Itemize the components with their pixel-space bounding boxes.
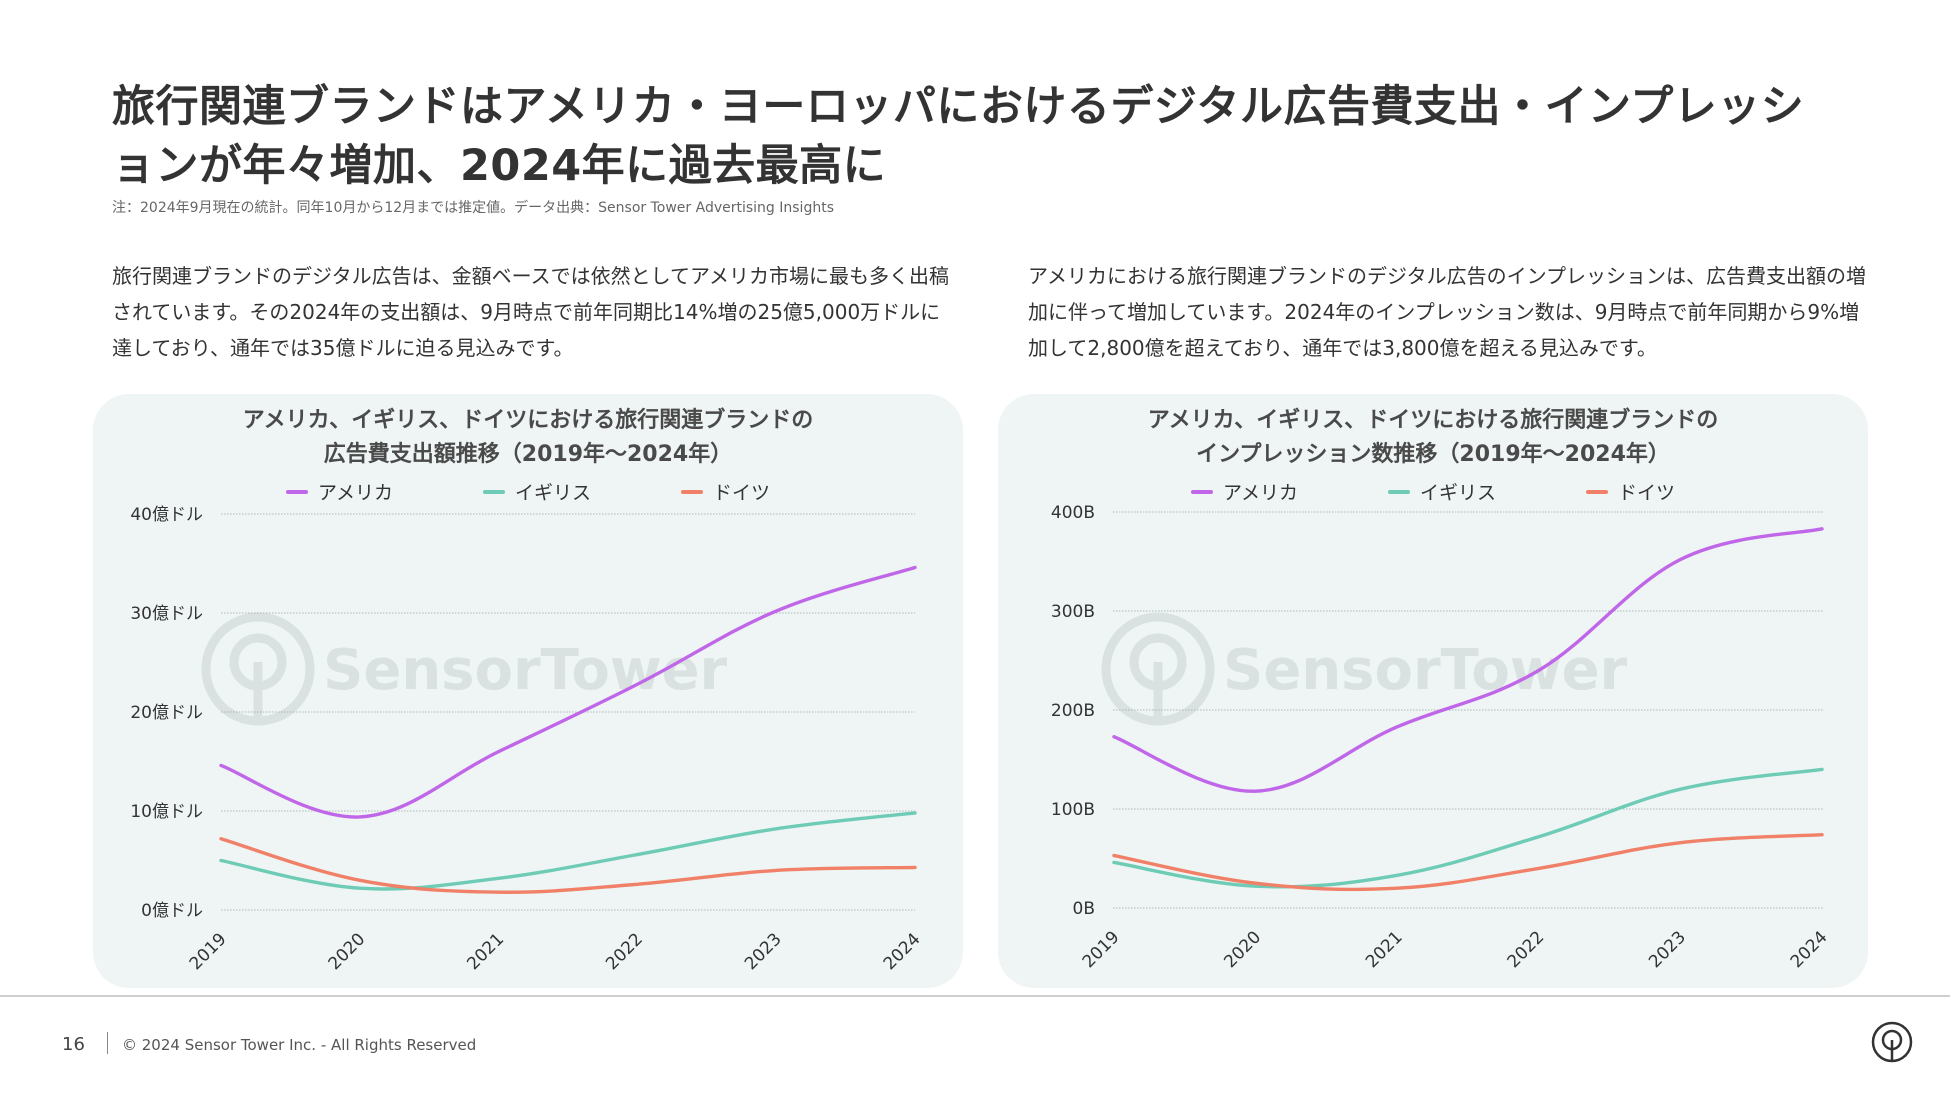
series-line-germany: [219, 837, 917, 894]
copyright-text: © 2024 Sensor Tower Inc. - All Rights Re…: [122, 1036, 477, 1054]
footer-separator: [107, 1032, 108, 1054]
series-line-usa: [1112, 527, 1824, 793]
sensor-tower-logo-icon: [1871, 1021, 1913, 1063]
legend-label-germany: ドイツ: [713, 482, 771, 504]
chart-title-line1: アメリカ、イギリス、ドイツにおける旅行関連ブランドの: [242, 408, 814, 433]
chart-title-line2: 広告費支出額推移（2019年〜2024年）: [323, 442, 733, 467]
legend-item-germany: ドイツ: [681, 478, 770, 505]
chart-panel-ad-spend: アメリカ、イギリス、ドイツにおける旅行関連ブランドの 広告費支出額推移（2019…: [93, 394, 963, 988]
chart-title: アメリカ、イギリス、ドイツにおける旅行関連ブランドの インプレッション数推移（2…: [998, 404, 1868, 472]
chart-title: アメリカ、イギリス、ドイツにおける旅行関連ブランドの 広告費支出額推移（2019…: [93, 404, 963, 472]
series-line-uk: [1112, 767, 1824, 889]
watermark-text: SensorTower: [323, 638, 728, 703]
description-right: アメリカにおける旅行関連ブランドのデジタル広告のインプレッションは、広告費支出額…: [1028, 264, 1866, 360]
y-tick-label: 400B: [1051, 503, 1095, 523]
footer-divider: [0, 995, 1950, 997]
legend-item-germany: ドイツ: [1586, 478, 1675, 505]
legend-label-uk: イギリス: [515, 482, 592, 504]
legend-label-germany: ドイツ: [1618, 482, 1676, 504]
legend-item-usa: アメリカ: [1190, 478, 1299, 505]
y-tick-label: 20億ドル: [130, 703, 203, 723]
x-tick-label: 2021: [1362, 927, 1407, 972]
legend-label-usa: アメリカ: [1222, 482, 1299, 504]
x-tick-label: 2020: [1220, 927, 1265, 972]
legend-swatch-germany: [681, 489, 704, 494]
legend-item-uk: イギリス: [483, 478, 591, 505]
y-tick-label: 300B: [1051, 602, 1095, 622]
legend-swatch-uk: [483, 489, 506, 494]
x-tick-label: 2022: [1504, 927, 1549, 972]
source-note: 注：2024年9月現在の統計。同年10月から12月までは推定値。データ出典：Se…: [112, 200, 834, 216]
legend-item-usa: アメリカ: [285, 478, 394, 505]
description-left: 旅行関連ブランドのデジタル広告は、金額ベースでは依然としてアメリカ市場に最も多く…: [112, 264, 949, 360]
page-number: 16: [62, 1034, 85, 1055]
y-tick-label: 0B: [1073, 899, 1095, 919]
page-title: 旅行関連ブランドはアメリカ・ヨーロッパにおけるデジタル広告費支出・インプレッショ…: [112, 82, 1805, 191]
y-tick-label: 40億ドル: [130, 505, 203, 525]
y-tick-label: 100B: [1051, 800, 1095, 820]
y-tick-label: 0億ドル: [141, 901, 203, 921]
y-tick-label: 200B: [1051, 701, 1095, 721]
legend-swatch-usa: [285, 489, 308, 494]
x-tick-label: 2021: [463, 929, 508, 974]
x-tick-label: 2024: [880, 929, 925, 974]
impressions-chart: SensorTower 0B 100B 200B 300B 400B 2019 2020 202…: [1051, 503, 1832, 972]
y-tick-label: 30億ドル: [130, 604, 203, 624]
chart-legend: アメリカ イギリス ドイツ: [93, 478, 963, 505]
legend-item-uk: イギリス: [1388, 478, 1496, 505]
legend-swatch-uk: [1388, 489, 1411, 494]
chart-legend: アメリカ イギリス ドイツ: [998, 478, 1868, 505]
chart-title-line2: インプレッション数推移（2019年〜2024年）: [1196, 442, 1670, 467]
watermark-logo: SensorTower: [1101, 612, 1628, 726]
x-tick-label: 2024: [1787, 927, 1832, 972]
watermark-text: SensorTower: [1223, 638, 1628, 703]
x-tick-label: 2019: [1079, 927, 1124, 972]
series-line-uk: [219, 811, 917, 891]
legend-swatch-germany: [1586, 489, 1609, 494]
legend-label-uk: イギリス: [1420, 482, 1497, 504]
chart-title-line1: アメリカ、イギリス、ドイツにおける旅行関連ブランドの: [1147, 408, 1719, 433]
legend-label-usa: アメリカ: [317, 482, 394, 504]
x-tick-label: 2020: [325, 929, 370, 974]
chart-panel-impressions: アメリカ、イギリス、ドイツにおける旅行関連ブランドの インプレッション数推移（2…: [998, 394, 1868, 988]
watermark-logo: SensorTower: [201, 612, 728, 726]
x-tick-label: 2022: [602, 929, 647, 974]
x-tick-label: 2023: [1645, 927, 1690, 972]
x-tick-label: 2023: [741, 929, 786, 974]
series-line-germany: [1112, 833, 1824, 892]
legend-swatch-usa: [1190, 489, 1213, 494]
series-line-usa: [219, 565, 917, 819]
x-tick-label: 2019: [186, 929, 231, 974]
ad-spend-chart: SensorTower 0億ドル 10億ドル 20億ドル 30億ドル 40億ドル 2019 2…: [130, 505, 925, 974]
y-tick-label: 10億ドル: [130, 802, 203, 822]
